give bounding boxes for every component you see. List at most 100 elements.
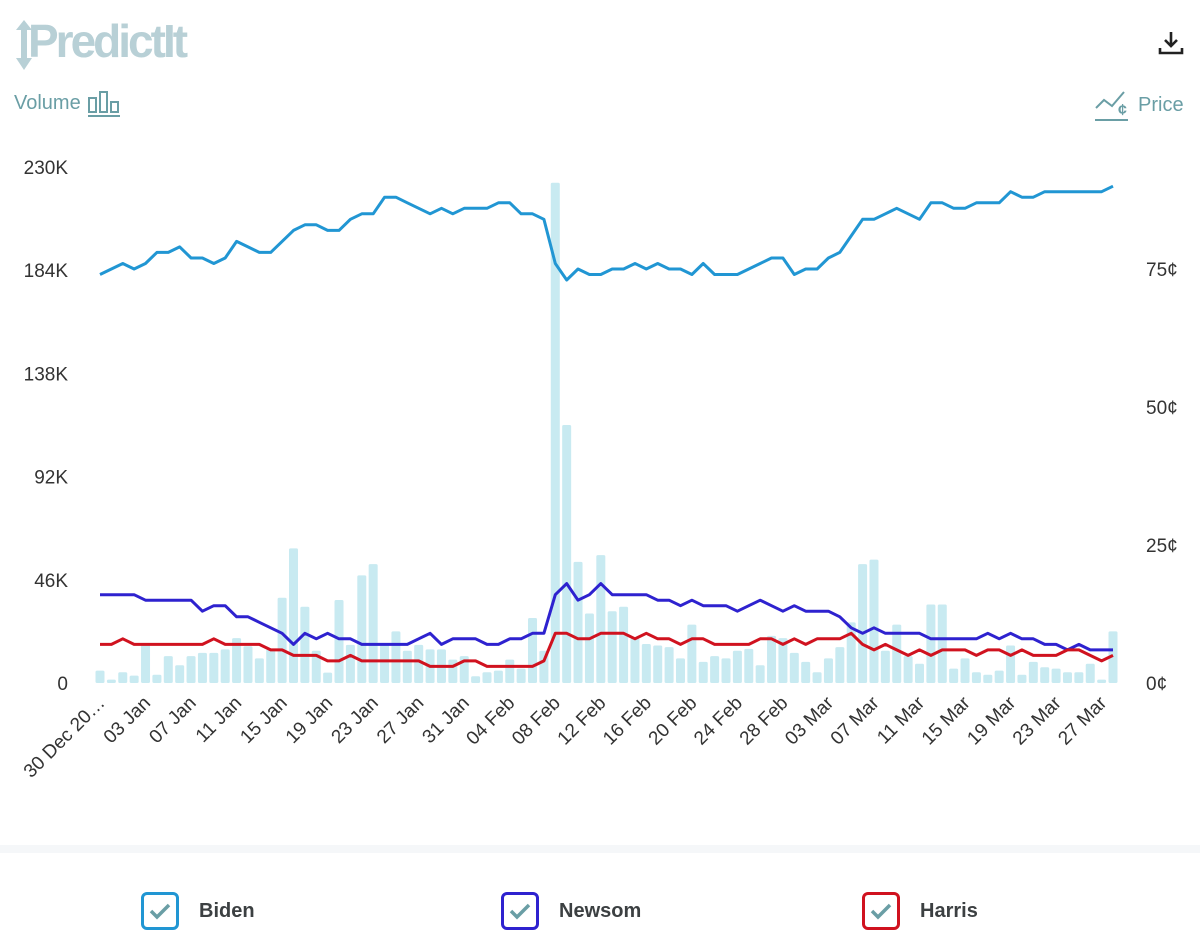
volume-bar [1108, 631, 1118, 683]
volume-bar [812, 672, 822, 683]
volume-bar [1051, 668, 1061, 683]
price-toggle[interactable]: ¢ Price [1094, 88, 1184, 122]
volume-bar [584, 613, 594, 683]
volume-bars [95, 182, 1118, 683]
price-lines [99, 184, 1114, 668]
volume-bar [300, 606, 310, 683]
line-chart-cent-icon: ¢ [1095, 91, 1128, 121]
legend-separator [0, 845, 1200, 853]
volume-bar [323, 672, 333, 683]
x-tick-label: 27 Jan [373, 693, 428, 748]
volume-bar [858, 564, 868, 683]
volume-bar [721, 658, 731, 683]
x-tick-label: 15 Mar [918, 692, 975, 749]
volume-bar [186, 656, 196, 683]
volume-bar [1028, 661, 1038, 683]
volume-label: Volume [14, 91, 81, 114]
volume-bar [1097, 679, 1107, 683]
biden-label: Biden [199, 899, 255, 922]
series-line-newsom [100, 582, 1113, 652]
volume-bar [197, 652, 207, 683]
volume-bar [493, 670, 503, 683]
newsom-checkbox[interactable] [501, 892, 539, 930]
volume-bar [710, 656, 720, 683]
legend-biden[interactable]: Biden [141, 892, 255, 930]
volume-bar [619, 606, 629, 683]
x-tick-label: 20 Feb [645, 693, 702, 750]
volume-bar [1074, 672, 1084, 683]
legend-newsom[interactable]: Newsom [501, 892, 641, 930]
volume-bar [562, 425, 572, 683]
volume-bar [1017, 674, 1027, 683]
volume-bar [482, 672, 492, 683]
price-volume-chart: 0 46K 92K 138K 184K 230K 0¢ 25¢ 50¢ 75¢ 30 Dec 2… [20, 158, 1178, 782]
volume-bar [95, 670, 105, 683]
volume-bar [744, 648, 754, 683]
x-tick-label: 12 Feb [554, 693, 611, 750]
volume-bar [926, 604, 936, 683]
x-tick-label: 03 Mar [781, 692, 838, 749]
volume-bar [835, 647, 845, 683]
volume-bar [971, 672, 981, 683]
volume-bar [903, 656, 913, 683]
volume-bar [254, 658, 264, 683]
logo-text: PredictIt [28, 15, 188, 67]
volume-bar [402, 650, 412, 683]
x-tick-label: 24 Feb [690, 693, 747, 750]
biden-checkbox[interactable] [141, 892, 179, 930]
volume-bar [846, 622, 856, 683]
volume-bar [550, 182, 560, 683]
volume-bar [573, 561, 583, 683]
volume-bar [664, 647, 674, 683]
volume-bar [448, 659, 458, 683]
y-axis-right: 0¢ 25¢ 50¢ 75¢ [1146, 260, 1178, 695]
volume-bar [152, 674, 162, 683]
harris-checkbox[interactable] [862, 892, 900, 930]
volume-bar [232, 638, 242, 683]
volume-bar [505, 659, 515, 683]
logo-arrow-icon [16, 20, 32, 70]
legend-harris[interactable]: Harris [862, 892, 978, 930]
x-tick-label: 23 Jan [328, 693, 383, 748]
check-icon [149, 903, 171, 920]
volume-bar [823, 658, 833, 683]
volume-bar [414, 644, 424, 683]
volume-bar [767, 635, 777, 683]
x-tick-label: 28 Feb [736, 693, 793, 750]
series-line-harris [100, 631, 1114, 668]
download-icon[interactable] [1156, 28, 1186, 58]
volume-bar [118, 672, 128, 683]
volume-bar [209, 652, 219, 683]
x-tick-label: 07 Mar [827, 692, 884, 749]
y-right-tick-label: 0¢ [1146, 674, 1167, 695]
volume-bar [732, 650, 742, 683]
volume-bar [266, 649, 276, 683]
volume-bar [357, 575, 367, 683]
volume-bar [915, 663, 925, 683]
harris-label: Harris [920, 899, 978, 922]
y-left-tick-label: 92K [34, 468, 68, 489]
x-tick-label: 19 Mar [963, 692, 1020, 749]
volume-bar [869, 559, 879, 683]
volume-bar [675, 658, 685, 683]
x-tick-label: 07 Jan [145, 693, 200, 748]
volume-bar [755, 665, 765, 683]
volume-bar [345, 644, 355, 683]
volume-bar [129, 675, 139, 683]
volume-bar [391, 631, 401, 683]
volume-bar [277, 597, 287, 683]
x-tick-label: 27 Mar [1054, 692, 1111, 749]
y-right-tick-label: 50¢ [1146, 398, 1178, 419]
price-label: Price [1138, 93, 1184, 116]
check-icon [870, 903, 892, 920]
volume-bar [937, 604, 947, 683]
volume-bar [220, 649, 230, 683]
x-tick-label: 11 Jan [192, 693, 246, 747]
volume-bar [983, 674, 993, 683]
x-tick-label: 08 Feb [508, 693, 565, 750]
volume-bar [653, 645, 663, 683]
volume-bar [175, 665, 185, 683]
volume-toggle[interactable]: Volume [14, 88, 121, 118]
y-left-tick-label: 46K [34, 571, 68, 592]
